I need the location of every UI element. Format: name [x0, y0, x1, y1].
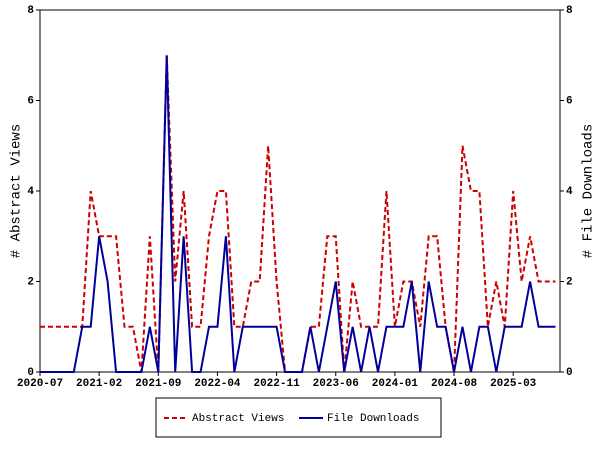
x-tick-label: 2025-03: [490, 378, 537, 390]
y2-tick-label: 6: [566, 95, 573, 107]
y-axis-title: # Abstract Views: [9, 124, 25, 258]
y-tick-label: 2: [27, 276, 34, 288]
legend-label: Abstract Views: [192, 413, 284, 425]
y2-tick-label: 8: [566, 5, 573, 17]
x-tick-label: 2021-02: [76, 378, 122, 390]
legend-label: File Downloads: [327, 413, 419, 425]
series-line: [40, 55, 556, 373]
series-line: [40, 55, 556, 373]
y2-tick-label: 0: [566, 367, 573, 379]
x-tick-label: 2021-09: [135, 378, 181, 390]
y2-tick-label: 4: [566, 186, 573, 198]
legend: [155, 397, 442, 438]
plot-frame: [39, 9, 561, 373]
y-tick-label: 4: [27, 186, 34, 198]
x-tick-label: 2024-08: [431, 378, 478, 390]
x-tick-label: 2022-11: [253, 378, 300, 390]
y2-tick-label: 2: [566, 276, 573, 288]
y-tick-label: 6: [27, 95, 34, 107]
x-tick-label: 2024-01: [372, 378, 419, 390]
y-tick-label: 0: [27, 367, 34, 379]
x-tick-label: 2023-06: [313, 378, 359, 390]
y-tick-label: 8: [27, 5, 34, 17]
y2-axis-title: # File Downloads: [581, 124, 597, 258]
x-tick-label: 2022-04: [194, 378, 241, 390]
x-tick-label: 2020-07: [17, 378, 63, 390]
